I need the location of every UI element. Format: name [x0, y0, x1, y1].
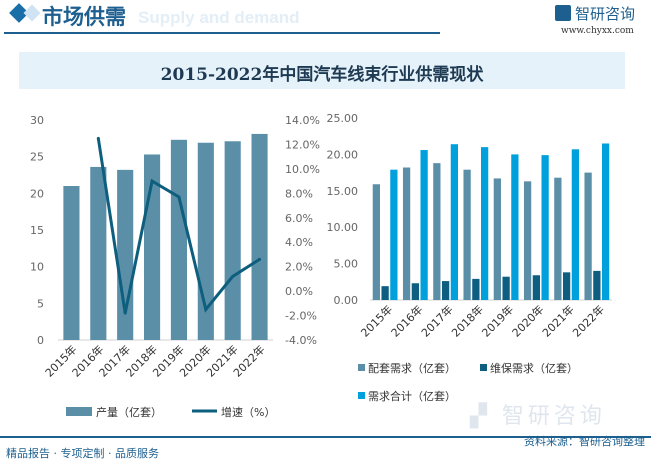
- bar-total: [480, 147, 489, 300]
- legend-label: 维保需求（亿套）: [490, 361, 578, 375]
- bar-aftermarket: [411, 283, 419, 300]
- footer: 精品报告 · 专项定制 · 品质服务 资料来源：智研咨询整理: [0, 435, 651, 463]
- point-growth: [231, 274, 235, 278]
- point-growth: [204, 307, 208, 311]
- y2-tick-label: -4.0%: [285, 334, 317, 347]
- point-growth: [258, 257, 262, 261]
- chart-title: 2015-2022年中国汽车线束行业供需现状: [160, 65, 484, 85]
- bar-oem: [463, 169, 471, 300]
- y2-tick-label: 6.0%: [285, 212, 313, 225]
- bar-total: [390, 169, 398, 300]
- x-tick-label: 2015年: [358, 302, 395, 339]
- bar-aftermarket: [472, 278, 480, 300]
- url: www.chyxx.com: [561, 26, 634, 36]
- y-tick-label: 10.00: [327, 221, 359, 234]
- header-divider: [4, 32, 440, 34]
- footer-slogan: 精品报告 · 专项定制 · 品质服务: [6, 447, 159, 460]
- x-tick-label: 2022年: [570, 302, 607, 339]
- bar-production: [224, 141, 241, 340]
- bar-aftermarket: [381, 286, 389, 300]
- bar-aftermarket: [532, 275, 540, 300]
- bar-oem: [433, 163, 441, 300]
- bar-total: [511, 154, 519, 300]
- y-tick-label: 25: [30, 151, 44, 164]
- bar-total: [571, 149, 580, 300]
- y2-tick-label: -2.0%: [285, 310, 317, 323]
- bar-aftermarket: [562, 272, 571, 300]
- x-tick-label: 2021年: [539, 302, 576, 339]
- bar-total: [420, 150, 428, 300]
- bar-aftermarket: [502, 276, 510, 300]
- y2-tick-label: 4.0%: [285, 236, 313, 249]
- bar-oem: [523, 181, 532, 300]
- legend-swatch: [480, 364, 487, 371]
- point-growth: [96, 136, 100, 140]
- bar-oem: [493, 178, 501, 300]
- y-tick-label: 5: [37, 297, 44, 310]
- point-growth: [123, 311, 127, 315]
- y-tick-label: 15.00: [327, 185, 359, 198]
- bar-total: [450, 144, 459, 300]
- bar-oem: [372, 184, 380, 300]
- y-tick-label: 0: [37, 334, 44, 347]
- bar-aftermarket: [441, 281, 450, 300]
- y-tick-label: 20: [30, 187, 44, 200]
- y2-tick-label: 12.0%: [285, 138, 320, 151]
- y-tick-label: 15: [30, 224, 44, 237]
- logo-text: 智研咨询: [575, 5, 636, 23]
- legend-label: 增速（%）: [221, 405, 275, 419]
- source-note: 资料来源：智研咨询整理: [524, 435, 645, 448]
- y-tick-label: 30: [30, 114, 44, 127]
- bar-production: [251, 133, 268, 340]
- y-tick-label: 20.00: [327, 148, 359, 161]
- point-growth: [150, 179, 154, 183]
- y-tick-label: 25.00: [327, 112, 359, 125]
- x-tick-label: 2016年: [388, 302, 425, 339]
- legend-swatch-production: [66, 407, 92, 416]
- header-title: 市场供需: [42, 5, 126, 29]
- legend-label: 产量（亿套）: [96, 405, 162, 419]
- legend-swatch: [358, 392, 365, 399]
- bar-production: [90, 166, 107, 340]
- bar-total: [541, 155, 549, 300]
- x-tick-label: 2017年: [418, 302, 455, 339]
- bar-oem: [584, 172, 592, 300]
- y2-tick-label: 0.0%: [285, 285, 313, 298]
- y2-tick-label: 10.0%: [285, 163, 320, 176]
- logo-icon: [555, 5, 571, 21]
- title-bar: 2015-2022年中国汽车线束行业供需现状: [19, 52, 625, 89]
- x-tick-label: 2019年: [479, 302, 516, 339]
- y2-tick-label: 14.0%: [285, 114, 320, 127]
- bar-production: [63, 186, 80, 340]
- legend-swatch: [358, 364, 365, 371]
- logo: 智研咨询: [555, 3, 635, 24]
- y-tick-label: 5.00: [334, 258, 359, 271]
- point-growth: [177, 195, 181, 199]
- header-subtitle: Supply and demand: [138, 8, 300, 27]
- legend-label: 需求合计（亿套）: [368, 389, 456, 403]
- x-tick-label: 2018年: [449, 302, 486, 339]
- y2-tick-label: 8.0%: [285, 187, 313, 200]
- x-tick-label: 2020年: [509, 302, 546, 339]
- bar-aftermarket: [593, 270, 601, 300]
- bar-total: [601, 143, 610, 300]
- legend-label: 配套需求（亿套）: [368, 362, 456, 375]
- bar-oem: [402, 167, 411, 300]
- bar-oem: [554, 177, 562, 300]
- y-tick-label: 10: [30, 261, 44, 274]
- watermark: ▞ 智研咨询: [470, 404, 606, 429]
- bar-production: [170, 139, 187, 340]
- header: Supply and demand 市场供需 智研咨询 www.chyxx.co…: [0, 0, 651, 36]
- y2-tick-label: 2.0%: [285, 261, 313, 274]
- y-tick-label: 0.00: [334, 294, 359, 307]
